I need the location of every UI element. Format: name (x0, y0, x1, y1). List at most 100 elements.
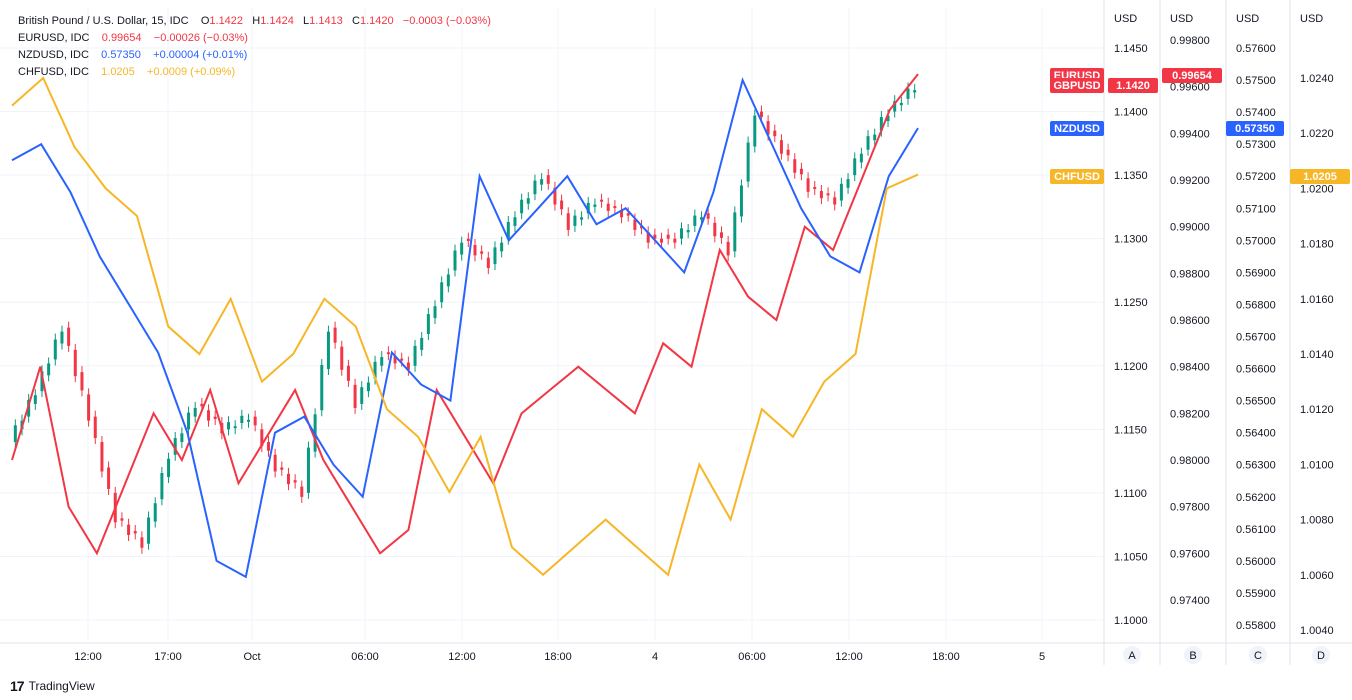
legend-row-gbpusd[interactable]: British Pound / U.S. Dollar, 15, IDC O1.… (18, 13, 491, 30)
axis-header-c: USD (1236, 13, 1259, 25)
price-badge-1 (1050, 78, 1104, 93)
candle-body (580, 217, 584, 220)
candle-body (560, 200, 564, 210)
candle-body (193, 407, 197, 417)
legend-change: −0.00026 (−0.03%) (153, 32, 248, 44)
candle-body (759, 111, 763, 118)
legend-row-chfusd[interactable]: CHFUSD, IDC 1.0205 +0.0009 (+0.09%) (18, 64, 491, 81)
axis-tick-label: 1.0060 (1300, 570, 1334, 582)
legend-change: +0.0009 (+0.09%) (147, 66, 236, 78)
time-axis-label: 06:00 (738, 651, 766, 663)
legend-row-nzdusd[interactable]: NZDUSD, IDC 0.57350 +0.00004 (+0.01%) (18, 47, 491, 64)
candle-body (633, 219, 637, 230)
axis-tick-label: 0.56800 (1236, 299, 1276, 311)
candle-body (680, 228, 684, 239)
axis-tick-label: 0.98600 (1170, 315, 1210, 327)
candle-body (500, 242, 504, 252)
candle-body (646, 232, 650, 243)
candle-body (779, 140, 783, 154)
legend-value: 0.99654 (101, 32, 142, 44)
axis-tick-label: 0.56700 (1236, 332, 1276, 344)
axis-tick-label: 0.99600 (1170, 82, 1210, 94)
candle-body (93, 416, 97, 439)
axis-tick-label: 1.1200 (1114, 361, 1148, 373)
candle-body (453, 250, 457, 271)
candle-body (506, 221, 510, 239)
candle-body (586, 202, 590, 214)
tradingview-branding[interactable]: 17 TradingView (10, 678, 95, 694)
candle-body (300, 486, 304, 497)
price-axes[interactable]: USD 1.1450 1.1400 1.1350 1.1300 1.1250 1.1200 1… (0, 0, 1352, 665)
chart-legend: British Pound / U.S. Dollar, 15, IDC O1.… (18, 13, 491, 81)
axis-tick-label: 0.56600 (1236, 364, 1276, 376)
axis-id-badge[interactable] (1184, 646, 1202, 664)
price-badge-2 (1050, 121, 1104, 136)
candle-body (286, 473, 290, 485)
candle-body (140, 537, 144, 548)
price-badge-label: 1.1420 (1116, 80, 1150, 92)
candle-body (739, 185, 743, 217)
candle-body (120, 518, 124, 521)
candle-body (213, 416, 217, 419)
series-line-nzdusd (11, 77, 919, 579)
price-badge-label: 1.0205 (1303, 171, 1337, 183)
axis-id-badge[interactable] (1123, 646, 1141, 664)
price-badge-5 (1162, 68, 1222, 83)
candle-body (420, 338, 424, 350)
axis-header-a: USD (1114, 13, 1137, 25)
axis-tick-label: 0.55900 (1236, 588, 1276, 600)
axis-tick-label: 0.57000 (1236, 235, 1276, 247)
candle-body (160, 473, 164, 500)
candle-body (280, 467, 284, 470)
axis-id-badge[interactable] (1249, 646, 1267, 664)
candle-body (333, 327, 337, 343)
legend-change: +0.00004 (+0.01%) (153, 49, 248, 61)
legend-low: 1.1413 (309, 15, 343, 27)
candle-body (360, 387, 364, 404)
candle-body (147, 517, 151, 544)
time-axis-label: 18:00 (932, 651, 960, 663)
axis-tick-label: 0.57200 (1236, 171, 1276, 183)
time-axis-label: 17:00 (154, 651, 182, 663)
axis-tick-label: 1.0200 (1300, 183, 1334, 195)
candle-body (706, 213, 710, 219)
candle-body (53, 339, 57, 360)
candle-body (893, 101, 897, 112)
legend-symbol: British Pound / U.S. Dollar, 15, IDC (18, 15, 189, 27)
axis-tick-label: 0.99000 (1170, 222, 1210, 234)
candle-body (200, 403, 204, 407)
candle-body (13, 425, 17, 443)
candle-body (306, 447, 310, 493)
candle-body (67, 327, 71, 346)
price-badge-7 (1290, 169, 1350, 184)
price-badge-label: CHFUSD (1054, 171, 1100, 183)
candle-body (526, 198, 530, 204)
candle-body (393, 356, 397, 364)
time-axis[interactable]: 12:00 17:00 Oct 06:00 12:00 18:00 4 06:00 12:00 1… (74, 651, 1045, 663)
legend-low-label: L (303, 15, 310, 27)
axis-tick-label: 0.99200 (1170, 175, 1210, 187)
candle-body (153, 503, 157, 522)
time-axis-label: 12:00 (74, 651, 102, 663)
axis-tick-label: 0.99800 (1170, 35, 1210, 47)
candle-body (733, 212, 737, 252)
candle-body (273, 454, 277, 472)
candle-body (60, 331, 64, 344)
candle-body (340, 346, 344, 370)
chart-grid (0, 8, 1104, 640)
price-badge-3 (1050, 169, 1104, 184)
axis-tick-label: 1.0100 (1300, 459, 1334, 471)
axis-tick-label: 0.56400 (1236, 428, 1276, 440)
axis-tick-label: 0.57500 (1236, 75, 1276, 87)
axis-tick-label: 1.1400 (1114, 107, 1148, 119)
axis-id-badge[interactable] (1312, 646, 1330, 664)
axis-tick-label: 0.98000 (1170, 455, 1210, 467)
candle-body (640, 225, 644, 229)
price-badge-label: 0.57350 (1235, 123, 1275, 135)
legend-row-eurusd[interactable]: EURUSD, IDC 0.99654 −0.00026 (−0.03%) (18, 30, 491, 47)
candle-body (606, 203, 610, 211)
candle-body (693, 215, 697, 226)
series-line-chfusd (11, 76, 919, 577)
candle-body (819, 191, 823, 199)
